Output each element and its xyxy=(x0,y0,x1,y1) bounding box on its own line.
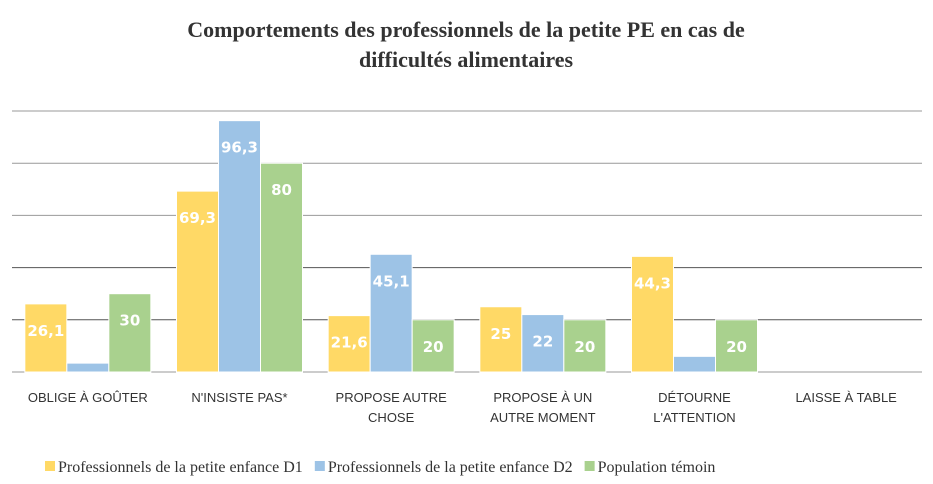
x-tick-label: PROPOSE À UN AUTRE MOMENT xyxy=(490,390,596,425)
bar xyxy=(673,355,716,373)
data-label: 20 xyxy=(423,338,444,356)
chart-title: difficultés alimentaires xyxy=(359,47,573,72)
legend-label: Professionnels de la petite enfance D2 xyxy=(328,459,573,476)
data-label: 30 xyxy=(119,312,140,330)
data-label: 96,3 xyxy=(221,139,258,157)
x-tick-label: OBLIGE À GOÛTER xyxy=(28,390,148,405)
legend-swatch xyxy=(584,461,595,471)
bar xyxy=(369,253,413,373)
bar xyxy=(327,315,371,373)
bar xyxy=(563,319,607,373)
bar xyxy=(218,120,261,373)
bar xyxy=(108,293,152,373)
x-tick-label: N'INSISTE PAS* xyxy=(191,390,287,405)
data-label: 69,3 xyxy=(179,209,216,227)
bar xyxy=(479,306,523,373)
data-label: 80 xyxy=(271,181,292,199)
bar xyxy=(24,303,68,373)
bar xyxy=(411,319,455,373)
data-label: 20 xyxy=(726,338,747,356)
x-tick-label: DÉTOURNE L'ATTENTION xyxy=(653,390,735,425)
bar xyxy=(715,319,758,373)
legend-swatch xyxy=(45,461,55,471)
data-label: 26,1 xyxy=(27,322,64,340)
data-label: 45,1 xyxy=(373,272,410,290)
bar xyxy=(66,362,110,373)
data-label: 20 xyxy=(574,338,595,356)
legend-label: Population témoin xyxy=(598,459,716,476)
x-tick-label: PROPOSE AUTRE CHOSE xyxy=(336,390,448,425)
data-label: 22 xyxy=(532,333,553,351)
legend-swatch xyxy=(314,461,325,471)
bar xyxy=(631,255,674,373)
bar xyxy=(260,162,303,373)
bar xyxy=(521,314,565,373)
data-label: 21,6 xyxy=(331,334,368,352)
data-label: 25 xyxy=(490,325,511,343)
chart-title: Comportements des professionnels de la p… xyxy=(187,17,745,42)
legend-label: Professionnels de la petite enfance D1 xyxy=(58,459,303,476)
data-label: 44,3 xyxy=(634,274,671,292)
x-tick-label: LAISSE À TABLE xyxy=(795,390,897,405)
